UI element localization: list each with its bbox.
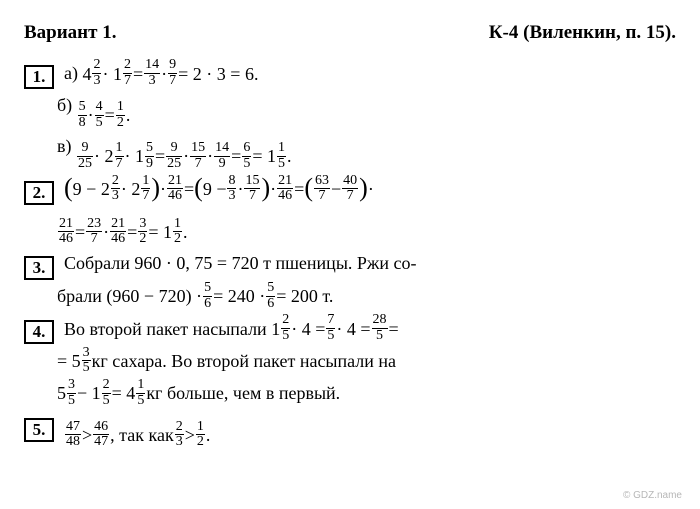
math-expression: = 535 кг сахара. Во второй пакет насыпал…: [57, 347, 396, 377]
fraction: 2146: [277, 174, 293, 204]
math-expression: Во второй пакет насыпали 125 · 4 = 75 · …: [64, 314, 399, 344]
item-number-box: 2.: [24, 181, 54, 205]
fraction: 56: [266, 281, 275, 311]
fraction: 23: [92, 58, 101, 88]
fraction: 17: [141, 174, 150, 204]
fraction: 237: [86, 217, 102, 247]
fraction: 56: [203, 281, 212, 311]
fraction: 12: [196, 420, 205, 450]
fraction: 45: [95, 100, 104, 130]
item-number-box: 4.: [24, 320, 54, 344]
fraction: 15: [136, 378, 145, 408]
watermark: © GDZ.name: [623, 488, 682, 504]
math-expression: 2146 = 237 · 2146 = 32 = 112.: [57, 218, 187, 248]
fraction: 12: [116, 100, 125, 130]
line-content: Во второй пакет насыпали 125 · 4 = 75 · …: [64, 314, 676, 344]
line-content: = 535 кг сахара. Во второй пакет насыпал…: [57, 347, 676, 377]
fraction: 35: [67, 378, 76, 408]
fraction: 23: [175, 420, 184, 450]
content-row: 535 − 125 = 415 кг больше, чем в первый.: [24, 379, 676, 409]
page: Вариант 1. К-4 (Виленкин, п. 15). 1. а) 4…: [0, 0, 700, 509]
math-expression: (9 − 223 · 217) · 2146 = (9 − 83 · 157) …: [64, 175, 374, 205]
content-row: 2146 = 237 · 2146 = 32 = 112.: [24, 209, 676, 248]
line-content: а) 423 · 127 = 143 · 97 = 2 · 3 = 6.: [64, 59, 676, 89]
line-content: б) 58 · 45 = 12.: [57, 92, 676, 131]
subitem-label: б): [57, 95, 77, 115]
header: Вариант 1. К-4 (Виленкин, п. 15).: [24, 18, 676, 47]
fraction: 12: [173, 217, 182, 247]
fraction: 157: [190, 141, 206, 171]
line-content: 535 − 125 = 415 кг больше, чем в первый.: [57, 379, 676, 409]
fraction: 35: [82, 346, 91, 376]
line-content: (9 − 223 · 217) · 2146 = (9 − 83 · 157) …: [64, 175, 676, 207]
fraction: 2146: [58, 217, 74, 247]
fraction: 149: [214, 141, 230, 171]
item-number-box: 5.: [24, 418, 54, 442]
content-row: в) 925 · 217 · 159 = 925 · 157 · 149 = 6…: [24, 133, 676, 172]
math-expression: 925 · 217 · 159 = 925 · 157 · 149 = 65 =…: [76, 142, 291, 172]
content-row: 3. Собрали 960 · 0, 75 = 720 т пшеницы. Р…: [24, 250, 676, 280]
content-row: 2. (9 − 223 · 217) · 2146 = (9 − 83 · 157…: [24, 175, 676, 207]
content-row: 5. 4748 > 4647, так как 23 > 12.: [24, 412, 676, 451]
fraction: 83: [227, 174, 236, 204]
math-expression: 423 · 127 = 143 · 97 = 2 · 3 = 6.: [82, 59, 258, 89]
header-right: К-4 (Виленкин, п. 15).: [489, 18, 676, 47]
items-container: 1.а) 423 · 127 = 143 · 97 = 2 · 3 = 6.б)…: [24, 59, 676, 450]
fraction: 58: [78, 100, 87, 130]
subitem-label: а): [64, 64, 82, 84]
math-expression: 4748 > 4647, так как 23 > 12.: [64, 421, 210, 451]
line-content: в) 925 · 217 · 159 = 925 · 157 · 149 = 6…: [57, 133, 676, 172]
fraction: 4647: [93, 420, 109, 450]
fraction: 15: [277, 141, 286, 171]
fraction: 75: [326, 313, 335, 343]
content-row: брали (960 − 720) · 56 = 240 · 56 = 200 …: [24, 282, 676, 312]
fraction: 59: [145, 141, 154, 171]
fraction: 17: [115, 141, 124, 171]
line-content: 2146 = 237 · 2146 = 32 = 112.: [57, 209, 676, 248]
fraction: 925: [166, 141, 182, 171]
fraction: 2146: [167, 174, 183, 204]
fraction: 27: [123, 58, 132, 88]
content-row: 4. Во второй пакет насыпали 125 · 4 = 75 …: [24, 314, 676, 344]
fraction: 65: [242, 141, 251, 171]
content-row: 1. а) 423 · 127 = 143 · 97 = 2 · 3 = 6.: [24, 59, 676, 89]
math-expression: брали (960 − 720) · 56 = 240 · 56 = 200 …: [57, 282, 333, 312]
fraction: 925: [77, 141, 93, 171]
item-number-box: 3.: [24, 256, 54, 280]
fraction: 285: [372, 313, 388, 343]
content-row: б) 58 · 45 = 12.: [24, 92, 676, 131]
fraction: 32: [138, 217, 147, 247]
math-expression: Собрали 960 · 0, 75 = 720 т пшеницы. Ржи…: [64, 250, 416, 278]
fraction: 23: [111, 174, 120, 204]
fraction: 157: [244, 174, 260, 204]
math-expression: 58 · 45 = 12.: [77, 101, 131, 131]
fraction: 25: [102, 378, 111, 408]
fraction: 407: [342, 174, 358, 204]
fraction: 25: [281, 313, 290, 343]
line-content: брали (960 − 720) · 56 = 240 · 56 = 200 …: [57, 282, 676, 312]
header-left: Вариант 1.: [24, 18, 116, 47]
item-number-box: 1.: [24, 65, 54, 89]
content-row: = 535 кг сахара. Во второй пакет насыпал…: [24, 347, 676, 377]
math-expression: 535 − 125 = 415 кг больше, чем в первый.: [57, 379, 340, 409]
line-content: 4748 > 4647, так как 23 > 12.: [64, 412, 676, 451]
fraction: 143: [144, 58, 160, 88]
fraction: 2146: [110, 217, 126, 247]
fraction: 4748: [65, 420, 81, 450]
fraction: 637: [314, 174, 330, 204]
fraction: 97: [168, 58, 177, 88]
subitem-label: в): [57, 136, 76, 156]
line-content: Собрали 960 · 0, 75 = 720 т пшеницы. Ржи…: [64, 250, 676, 278]
